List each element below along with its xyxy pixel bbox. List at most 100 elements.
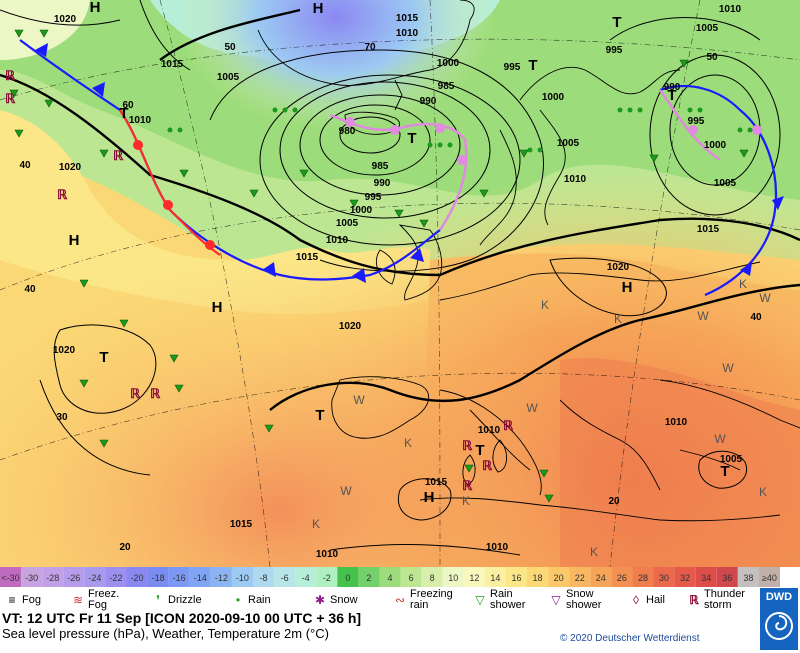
- airmass-letter: K: [759, 485, 767, 499]
- scale-value: ≥40: [762, 573, 777, 583]
- warm-front-semicircles: [133, 140, 215, 250]
- scale-cell: [42, 567, 64, 587]
- legend-snow-label: Snow: [330, 593, 358, 606]
- pressure-label: 1020: [54, 14, 77, 25]
- airmass-letter: W: [340, 484, 352, 498]
- svg-text:ℝ: ℝ: [462, 438, 473, 453]
- pressure-label: 50: [224, 42, 236, 53]
- scale-cell: [463, 567, 485, 587]
- scale-cell: [421, 567, 443, 587]
- airmass-letter: W: [526, 401, 538, 415]
- legend-thunderstorm-label: Thunder storm: [704, 588, 745, 611]
- pressure-label: 995: [504, 62, 521, 73]
- pressure-label: 1020: [59, 162, 82, 173]
- coastlines: [257, 0, 800, 522]
- scale-value: -6: [281, 573, 289, 583]
- drizzle-icon: ❜: [156, 593, 160, 607]
- warm-front: [119, 109, 221, 256]
- pressure-label: 40: [19, 160, 31, 171]
- scale-value: 12: [469, 573, 479, 583]
- scale-value: -20: [131, 573, 144, 583]
- pressure-label: 980: [339, 126, 356, 137]
- high-pressure-center: H: [622, 279, 633, 296]
- pressure-label: 1010: [316, 549, 339, 560]
- low-pressure-center: T: [720, 463, 729, 480]
- rain-shower-icon: ▽: [475, 593, 485, 607]
- scale-value: -10: [236, 573, 249, 583]
- svg-text:ℝ: ℝ: [130, 386, 141, 401]
- svg-text:ℝ: ℝ: [482, 458, 493, 473]
- legend-fog-label: Fog: [22, 593, 41, 606]
- svg-text:ℝ: ℝ: [5, 91, 16, 106]
- freezing-rain-icon: ∾: [394, 593, 406, 607]
- scale-value: 38: [743, 573, 753, 583]
- high-pressure-center: H: [212, 299, 223, 316]
- legend-freezing-rain-label: Freezing rain: [410, 588, 453, 611]
- hail-icon: ◊: [633, 593, 639, 607]
- pressure-label: 990: [420, 96, 437, 107]
- svg-text:ℝ: ℝ: [5, 68, 16, 83]
- graticule: [0, 0, 800, 567]
- valid-time: VT: 12 UTC Fr 11 Sep [ICON 2020-09-10 00…: [2, 610, 362, 626]
- map-description: Sea level pressure (hPa), Weather, Tempe…: [2, 626, 329, 641]
- pressure-label: 1010: [478, 425, 501, 436]
- pressure-label: 1010: [719, 4, 742, 15]
- legend-drizzle-label: Drizzle: [168, 593, 202, 606]
- snow-shower-icon: ▽: [551, 593, 561, 607]
- scale-value: -30: [25, 573, 38, 583]
- scale-cell: [252, 567, 275, 587]
- scale-value: 20: [554, 573, 564, 583]
- airmass-letter: W: [722, 361, 734, 375]
- low-pressure-center: T: [667, 87, 676, 104]
- pressure-label: 1015: [396, 13, 419, 24]
- temperature-scale: <-30 -30 -28 -26 -24 -22 -20 -18 -16 -14 -12 -10 -8-…: [0, 567, 780, 587]
- map-info: VT: 12 UTC Fr 11 Sep [ICON 2020-09-10 00…: [2, 610, 562, 641]
- pressure-label: 990: [664, 82, 681, 93]
- pressure-label: 40: [750, 312, 762, 323]
- isobar-1015-north: [0, 73, 800, 277]
- scale-cell: [0, 567, 22, 587]
- scale-cell: [653, 567, 675, 587]
- airmass-letter: K: [312, 517, 320, 531]
- scale-value: 14: [490, 573, 500, 583]
- low-pressure-center: T: [119, 105, 128, 122]
- occluded-front-symbols: [345, 117, 762, 165]
- scale-value: -16: [173, 573, 186, 583]
- scale-value: -8: [260, 573, 268, 583]
- legend-snow-shower-label: Snow shower: [566, 588, 602, 611]
- dwd-logo: DWD: [760, 588, 798, 650]
- scale-value: -4: [302, 573, 310, 583]
- pressure-label: 1015: [425, 477, 448, 488]
- low-pressure-center: T: [612, 14, 621, 31]
- airmass-letter: K: [614, 312, 622, 326]
- freezing-fog-icon: ≋: [72, 593, 84, 607]
- low-pressure-center: T: [528, 57, 537, 74]
- scale-cell: [611, 567, 633, 587]
- pressure-label: 995: [606, 45, 623, 56]
- scale-value: 10: [448, 573, 458, 583]
- scale-value: 18: [533, 573, 543, 583]
- scale-cell: [274, 567, 296, 587]
- pressure-label: 985: [438, 81, 455, 92]
- isobars: [0, 0, 781, 556]
- legend-thunderstorm: ℝ Thunder storm: [686, 588, 754, 612]
- pressure-label: 1005: [217, 72, 240, 83]
- pressure-label: 1000: [542, 92, 565, 103]
- legend-drizzle: ❜ Drizzle: [150, 588, 202, 612]
- svg-text:ℝ: ℝ: [113, 148, 124, 163]
- legend-rain-shower-label: Rain shower: [490, 588, 526, 611]
- cold-front-east: [659, 85, 777, 297]
- weather-legend: ≡ Fog ≋ Freez. Fog ❜ Drizzle • Rain ✱ Sn…: [0, 588, 760, 612]
- pressure-label: 1005: [714, 178, 737, 189]
- airmass-letter: K: [462, 494, 470, 508]
- scale-cell: [400, 567, 422, 587]
- fog-icon: ≡: [8, 593, 16, 607]
- svg-text:ℝ: ℝ: [150, 386, 161, 401]
- low-pressure-center: T: [407, 130, 416, 147]
- scale-value: -18: [152, 573, 165, 583]
- scale-value: 0: [345, 573, 350, 583]
- svg-text:ℝ: ℝ: [462, 478, 473, 493]
- low-pressure-center: T: [315, 407, 324, 424]
- pressure-label: 1005: [336, 218, 359, 229]
